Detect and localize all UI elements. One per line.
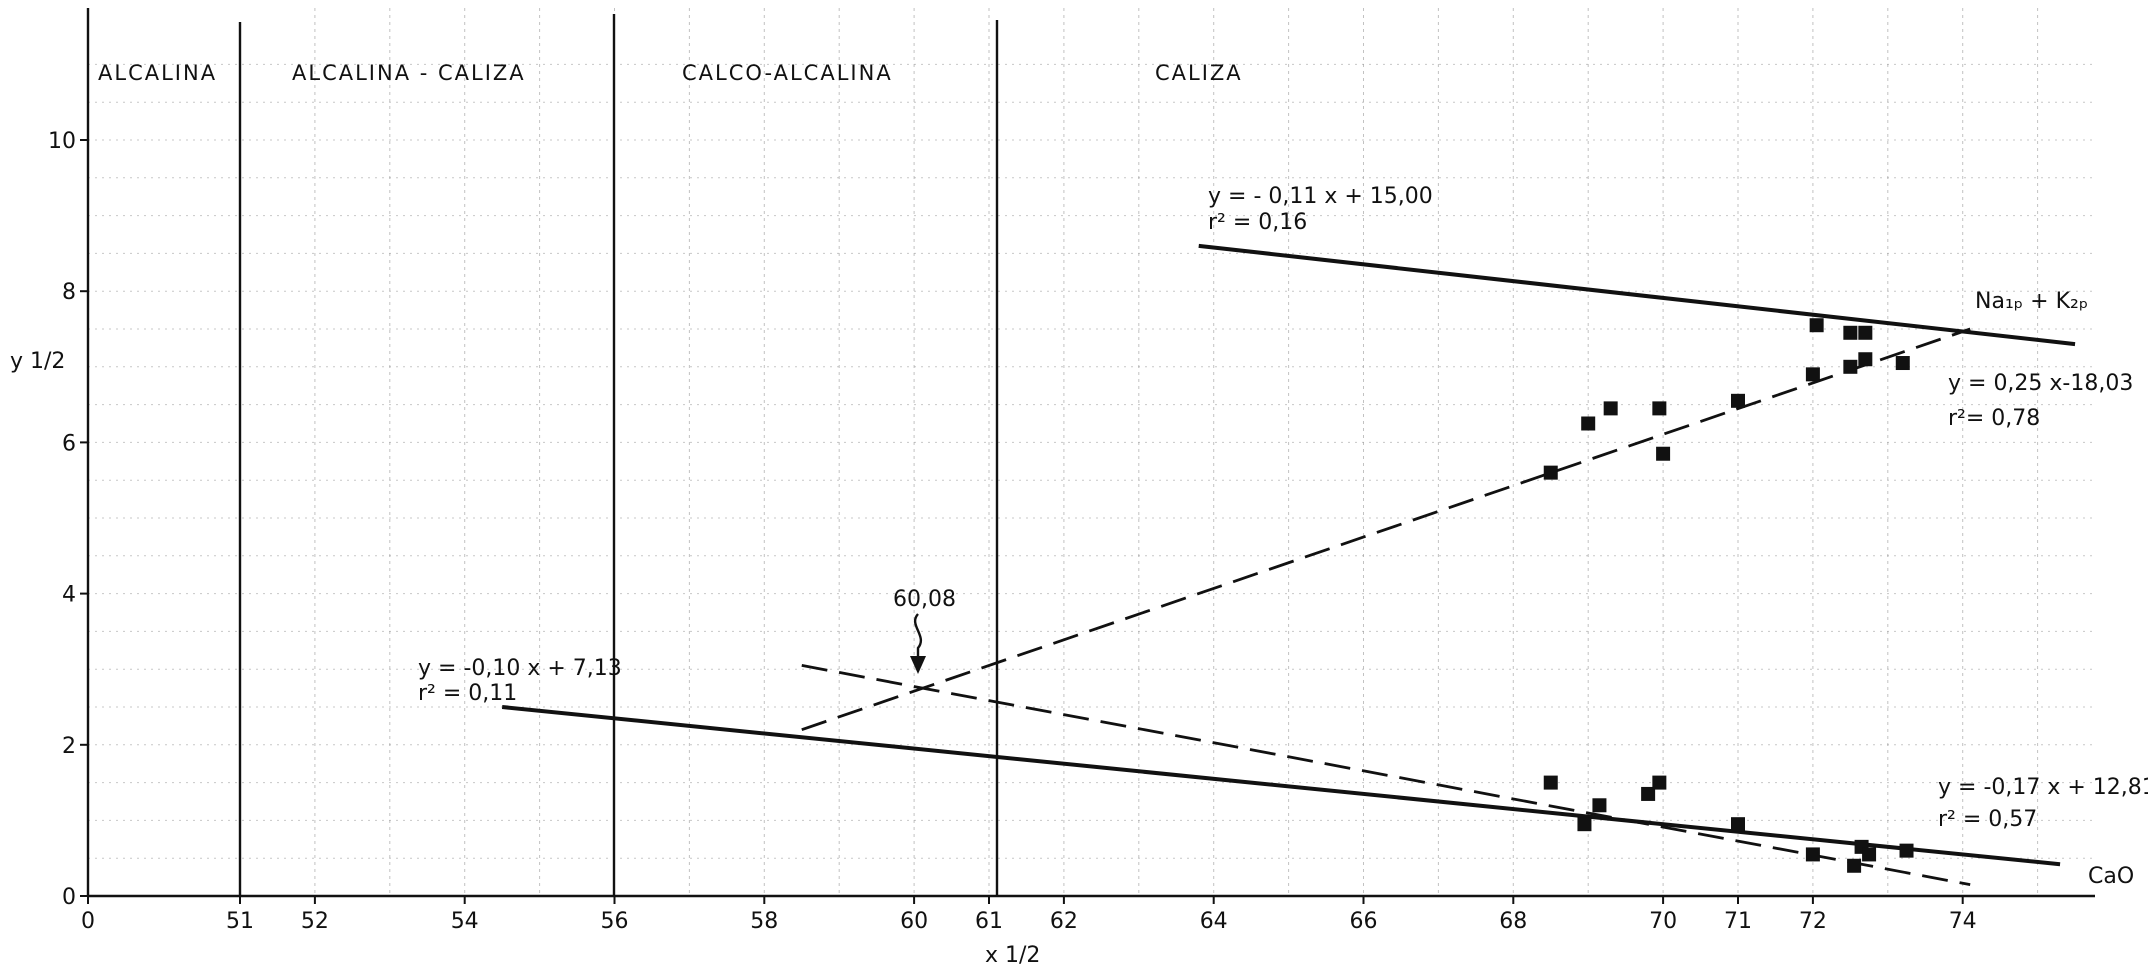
equation-cao-solid: y = -0,17 x + 12,81 xyxy=(1938,775,2148,800)
na-k-point xyxy=(1603,401,1618,416)
na-k-point xyxy=(1858,352,1873,367)
equation-na-k-dashed: y = 0,25 x-18,03 xyxy=(1948,371,2133,396)
cao-dashed-regression-line xyxy=(801,664,1971,887)
na-k-point xyxy=(1805,367,1820,382)
x-tick-label: 52 xyxy=(301,909,329,934)
intersection-arrow-head xyxy=(910,656,926,674)
x-tick-label: 54 xyxy=(451,909,479,934)
cao-point xyxy=(1641,786,1656,801)
na-k-dashed-regression-line xyxy=(801,327,1971,732)
x-ticks: 0 51 52 54 56 58 60 61 62 64 66 68 70 71 72 74 xyxy=(81,896,1977,934)
r2-cao-solid: r² = 0,57 xyxy=(1938,807,2037,832)
r2-cao-dashed: r² = 0,11 xyxy=(418,681,517,706)
y-tick-label: 10 xyxy=(48,129,76,154)
r2-na-k-dashed: r²= 0,78 xyxy=(1948,406,2040,431)
na-k-point xyxy=(1656,446,1671,461)
cao-point xyxy=(1577,817,1592,832)
y-tick-label: 8 xyxy=(62,280,76,305)
cao-point xyxy=(1805,847,1820,862)
na-k-point xyxy=(1895,356,1910,371)
intersection-arrow xyxy=(913,613,923,662)
y-tick-label: 6 xyxy=(62,431,76,456)
cao-point xyxy=(1652,775,1667,790)
x-tick-label: 56 xyxy=(601,909,629,934)
cao-point xyxy=(1592,798,1607,813)
na-k-solid-regression-line xyxy=(1198,243,2076,347)
cao-point xyxy=(1543,775,1558,790)
equation-cao-dashed: y = -0,10 x + 7,13 xyxy=(418,656,622,681)
grid xyxy=(88,8,2095,897)
cao-point xyxy=(1847,858,1862,873)
cao-point xyxy=(1731,817,1745,832)
na-k-point xyxy=(1581,416,1596,431)
x-tick-label: 62 xyxy=(1050,909,1078,934)
x-tick-label: 58 xyxy=(750,909,778,934)
y-axis-label: y 1/2 xyxy=(10,349,65,374)
equation-na-k-solid: y = - 0,11 x + 15,00 xyxy=(1208,184,1433,209)
x-tick-label: 61 xyxy=(975,909,1003,934)
y-ticks: 0 2 4 6 8 10 xyxy=(48,129,88,910)
x-tick-label: 0 xyxy=(81,909,95,934)
na-k-point xyxy=(1652,401,1667,416)
x-tick-label: 74 xyxy=(1949,909,1977,934)
cao-solid-regression-line xyxy=(501,705,2061,867)
region-label-calco-alcalina: CALCO-ALCALINA xyxy=(682,61,893,85)
x-axis-label: x 1/2 xyxy=(985,943,1040,968)
x-tick-label: 72 xyxy=(1799,909,1827,934)
x-tick-label: 71 xyxy=(1724,909,1752,934)
x-tick-label: 60 xyxy=(900,909,928,934)
series-label-cao: CaO xyxy=(2088,864,2134,889)
na-k-point xyxy=(1543,465,1558,480)
r2-na-k-solid: r² = 0,16 xyxy=(1208,210,1307,235)
x-tick-label: 51 xyxy=(226,909,254,934)
region-label-alcalina-caliza: ALCALINA - CALIZA xyxy=(292,61,526,85)
y-tick-label: 2 xyxy=(62,734,76,759)
intersection-label: 60,08 xyxy=(893,587,956,612)
x-tick-label: 66 xyxy=(1350,909,1378,934)
x-tick-label: 64 xyxy=(1200,909,1228,934)
cao-point xyxy=(1899,843,1914,858)
cao-point xyxy=(1862,847,1877,862)
x-tick-label: 68 xyxy=(1499,909,1527,934)
data-points xyxy=(1543,318,1914,873)
na-k-point xyxy=(1843,325,1858,340)
x-tick-label: 70 xyxy=(1649,909,1677,934)
series-label-na-k: Na₁ₚ + K₂ₚ xyxy=(1975,289,2088,314)
na-k-point xyxy=(1809,318,1824,333)
na-k-point xyxy=(1843,359,1858,374)
na-k-point xyxy=(1858,325,1873,340)
na-k-point xyxy=(1731,393,1745,408)
region-label-alcalina: ALCALINA xyxy=(98,61,217,85)
y-tick-label: 4 xyxy=(62,583,76,608)
y-tick-label: 0 xyxy=(62,885,76,910)
region-label-caliza: CALIZA xyxy=(1155,61,1243,85)
